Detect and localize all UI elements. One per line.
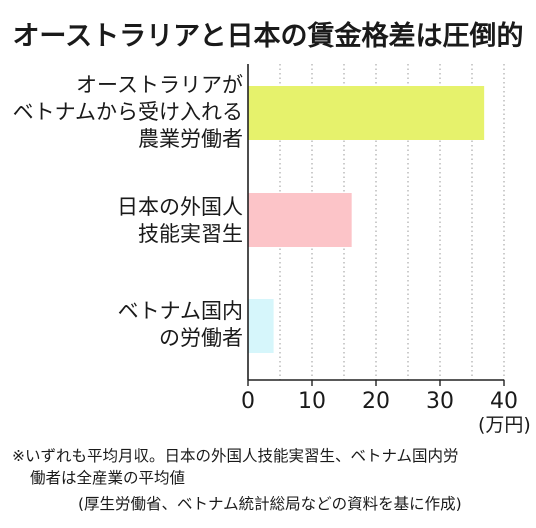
- category-label-2: ベトナム国内 の労働者: [118, 298, 243, 352]
- bar-0: [248, 86, 485, 140]
- x-tick-label-10: 10: [298, 389, 326, 414]
- bar-2: [248, 299, 274, 353]
- bar-1: [248, 193, 352, 247]
- source-note: (厚生労働省、ベトナム統計総局などの資料を基に作成): [78, 495, 462, 513]
- category-label-2-line-1: の労働者: [159, 326, 243, 350]
- category-label-1-line-0: 日本の外国人: [117, 195, 243, 219]
- x-tick-label-30: 30: [426, 389, 454, 414]
- chart-title: オーストラリアと日本の賃金格差は圧倒的: [12, 21, 524, 52]
- category-label-1-line-1: 技能実習生: [138, 222, 243, 246]
- x-tick-label-0: 0: [241, 389, 255, 414]
- category-label-0-line-0: オーストラリアが: [76, 73, 243, 97]
- x-axis-unit-label: (万円): [478, 414, 531, 436]
- footnote-line-2: 働者は全産業の平均値: [30, 469, 186, 487]
- category-label-0: オーストラリアが ベトナムから受け入れる 農業労働者: [13, 72, 243, 153]
- x-tick-label-40: 40: [490, 389, 518, 414]
- category-label-1: 日本の外国人 技能実習生: [117, 194, 243, 248]
- category-label-2-line-0: ベトナム国内: [117, 299, 243, 323]
- x-tick-label-20: 20: [362, 389, 390, 414]
- footnote-line-1: ※いずれも平均月収。日本の外国人技能実習生、ベトナム国内労: [12, 447, 459, 465]
- category-label-0-line-2: 農業労働者: [138, 127, 243, 151]
- category-label-0-line-1: ベトナムから受け入れる: [12, 100, 243, 124]
